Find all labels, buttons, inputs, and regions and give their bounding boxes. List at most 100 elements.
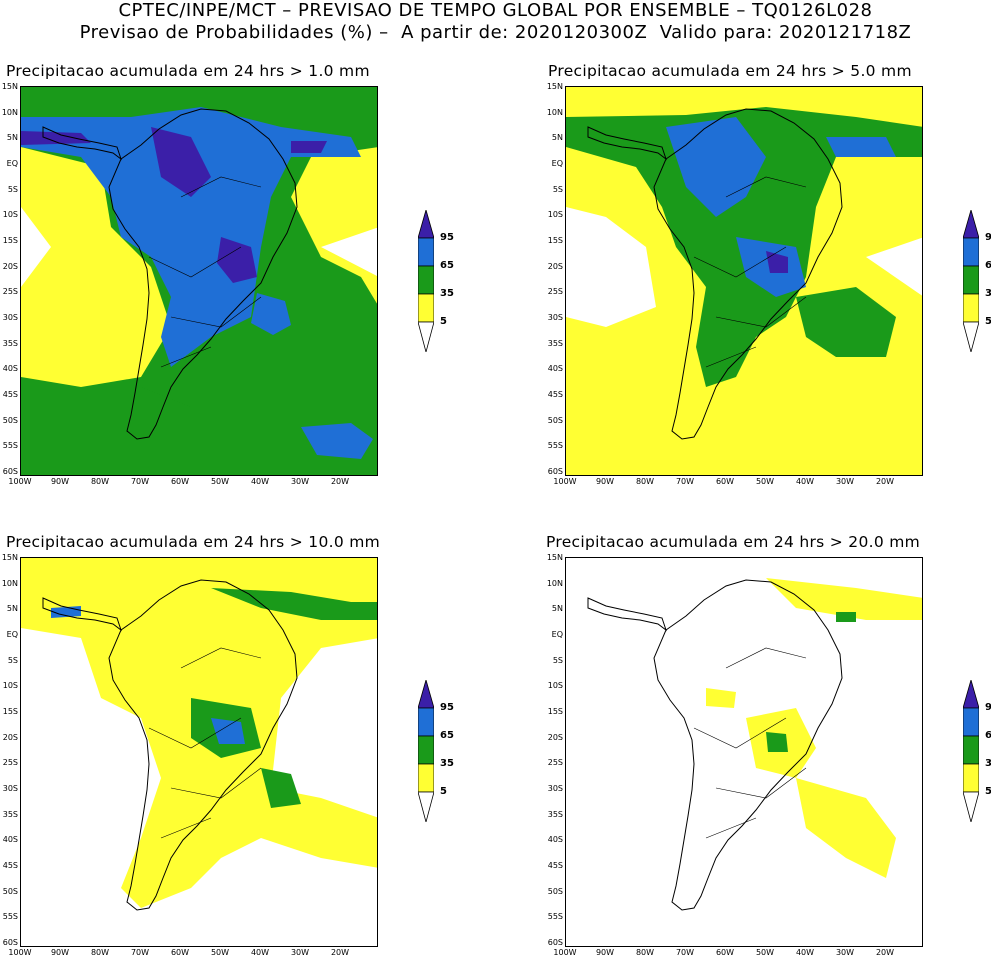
lon-tick-label: 100W bbox=[8, 948, 32, 957]
panel-4-colorbar: 95 65 35 5 bbox=[962, 678, 991, 824]
panel-2-colorbar: 95 65 35 5 bbox=[962, 208, 991, 354]
coastline bbox=[42, 579, 298, 911]
country-borders bbox=[148, 176, 262, 368]
lat-tick-label: 45S bbox=[2, 389, 18, 399]
lat-tick-label: 60S bbox=[2, 466, 18, 476]
lat-tick-label: 5S bbox=[7, 184, 18, 194]
lon-tick-label: 80W bbox=[635, 477, 655, 486]
coastline bbox=[587, 579, 843, 911]
colorbar-swatch bbox=[962, 237, 980, 267]
colorbar-swatch bbox=[962, 791, 980, 824]
lat-tick-label: EQ bbox=[6, 158, 18, 168]
panel-2-title: Precipitacao acumulada em 24 hrs > 5.0 m… bbox=[548, 62, 912, 80]
lat-tick-label: 50S bbox=[2, 415, 18, 425]
panel-3-map bbox=[20, 557, 378, 947]
prob-region-c35 bbox=[766, 732, 788, 752]
lon-tick-label: 70W bbox=[130, 948, 150, 957]
prob-region-c65 bbox=[666, 117, 766, 217]
lon-tick-label: 30W bbox=[835, 948, 855, 957]
lon-tick-label: 80W bbox=[90, 948, 110, 957]
lat-tick-label: 55S bbox=[547, 441, 563, 451]
panel-4-map bbox=[565, 557, 923, 947]
colorbar-swatch bbox=[962, 763, 980, 793]
panel-4-title: Precipitacao acumulada em 24 hrs > 20.0 … bbox=[546, 533, 921, 551]
prob-region-c5 bbox=[796, 778, 896, 878]
prob-region-c65 bbox=[51, 606, 81, 618]
lat-tick-label: 50S bbox=[547, 886, 563, 896]
colorbar-swatch bbox=[962, 321, 980, 354]
lat-tick-label: 30S bbox=[2, 783, 18, 793]
prob-region-c35 bbox=[796, 287, 896, 357]
lat-tick-label: 45S bbox=[547, 389, 563, 399]
lat-tick-label: 30S bbox=[2, 312, 18, 322]
lon-tick-label: 100W bbox=[8, 477, 32, 486]
prob-region-c95 bbox=[766, 251, 788, 273]
lat-tick-label: 60S bbox=[547, 937, 563, 947]
lat-tick-label: 30S bbox=[547, 312, 563, 322]
lat-tick-label: 10N bbox=[1, 578, 18, 588]
colorbar-swatch bbox=[962, 265, 980, 295]
lat-tick-label: 5N bbox=[551, 604, 563, 614]
lat-tick-label: 55S bbox=[2, 912, 18, 922]
prob-region-c35 bbox=[261, 768, 301, 808]
lon-tick-label: 100W bbox=[553, 477, 577, 486]
lat-tick-label: 55S bbox=[2, 441, 18, 451]
main-title: CPTEC/INPE/MCT – PREVISAO DE TEMPO GLOBA… bbox=[118, 0, 873, 21]
prob-region-c65 bbox=[251, 293, 291, 335]
lat-tick-label: 20S bbox=[2, 261, 18, 271]
lon-tick-label: 50W bbox=[210, 477, 230, 486]
colorbar-label: 5 bbox=[985, 786, 991, 797]
panel-1-colorbar: 95 65 35 5 bbox=[417, 208, 454, 354]
lat-tick-label: 35S bbox=[2, 338, 18, 348]
lat-tick-label: 15S bbox=[2, 706, 18, 716]
colorbar-swatch bbox=[417, 735, 435, 765]
coastline bbox=[42, 108, 298, 440]
prob-region-c5 bbox=[706, 688, 736, 708]
lon-tick-label: 40W bbox=[250, 477, 270, 486]
panel-3-colorbar: 95 65 35 5 bbox=[417, 678, 454, 824]
lon-tick-label: 90W bbox=[50, 948, 70, 957]
colorbar-label: 65 bbox=[440, 260, 454, 271]
lat-tick-label: 25S bbox=[2, 758, 18, 768]
lat-tick-label: 15N bbox=[1, 82, 18, 91]
lon-tick-label: 80W bbox=[90, 477, 110, 486]
lon-tick-label: 80W bbox=[635, 948, 655, 957]
prob-region-c95 bbox=[21, 131, 91, 145]
lon-tick-label: 30W bbox=[835, 477, 855, 486]
colorbar-swatch bbox=[417, 208, 435, 239]
colorbar-label: 65 bbox=[985, 260, 991, 271]
lat-tick-label: 50S bbox=[547, 415, 563, 425]
prob-region-c65 bbox=[21, 107, 361, 367]
lat-tick-label: 10N bbox=[546, 578, 563, 588]
subtitle: Previsao de Probabilidades (%) – A parti… bbox=[79, 22, 912, 43]
prob-region-c35 bbox=[21, 387, 377, 475]
lat-tick-label: 25S bbox=[547, 287, 563, 297]
lon-tick-label: 50W bbox=[210, 948, 230, 957]
lon-tick-label: 60W bbox=[715, 477, 735, 486]
lat-tick-label: EQ bbox=[6, 629, 18, 639]
lat-tick-label: 10S bbox=[547, 681, 563, 691]
lon-tick-label: 70W bbox=[675, 477, 695, 486]
lat-tick-label: EQ bbox=[551, 158, 563, 168]
lat-tick-label: 5N bbox=[551, 133, 563, 143]
country-borders bbox=[148, 647, 262, 839]
lat-tick-label: 45S bbox=[2, 860, 18, 870]
lon-tick-label: 60W bbox=[170, 948, 190, 957]
panel-2-map bbox=[565, 86, 923, 476]
lat-tick-label: 40S bbox=[2, 364, 18, 374]
colorbar-label: 65 bbox=[985, 730, 991, 741]
lat-tick-label: 35S bbox=[547, 809, 563, 819]
lat-tick-label: 25S bbox=[547, 758, 563, 768]
lat-tick-label: EQ bbox=[551, 629, 563, 639]
lon-tick-label: 60W bbox=[715, 948, 735, 957]
colorbar-swatch bbox=[417, 791, 435, 824]
lat-tick-label: 20S bbox=[2, 732, 18, 742]
colorbar-swatch bbox=[417, 678, 435, 709]
colorbar-label: 35 bbox=[985, 758, 991, 769]
lon-tick-label: 50W bbox=[755, 477, 775, 486]
panel-1-title: Precipitacao acumulada em 24 hrs > 1.0 m… bbox=[6, 62, 370, 80]
lat-tick-label: 40S bbox=[547, 835, 563, 845]
lon-tick-label: 90W bbox=[50, 477, 70, 486]
prob-region-c95 bbox=[291, 141, 327, 153]
lon-tick-label: 70W bbox=[130, 477, 150, 486]
